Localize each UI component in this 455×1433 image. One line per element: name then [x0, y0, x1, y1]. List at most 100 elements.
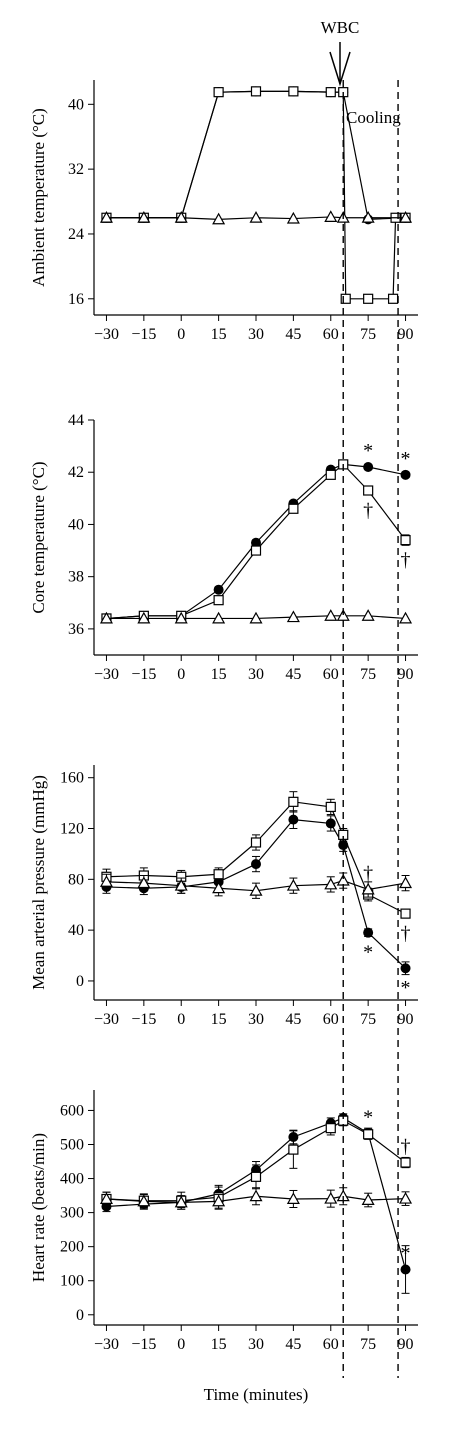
- significance-star: *: [401, 1242, 411, 1264]
- point-triangle: [137, 611, 151, 624]
- series-line: [106, 879, 406, 892]
- point-triangle: [324, 210, 338, 222]
- significance-dagger: †: [401, 923, 411, 945]
- x-tick-label: −15: [131, 1336, 156, 1353]
- x-tick-label: −30: [94, 326, 119, 343]
- x-tick-label: 90: [398, 1011, 414, 1028]
- point-triangle: [399, 611, 413, 624]
- point-triangle: [249, 211, 263, 223]
- point-square: [288, 86, 299, 97]
- point-square: [250, 545, 262, 556]
- cooling-label: Cooling: [346, 108, 401, 127]
- series-line: [106, 1119, 406, 1202]
- point-triangle: [324, 877, 338, 890]
- x-tick-label: 45: [285, 1336, 301, 1353]
- x-tick-label: 30: [248, 326, 264, 343]
- point-triangle: [399, 876, 413, 889]
- point-triangle: [361, 882, 375, 895]
- series-open-triangle: [99, 1187, 413, 1210]
- significance-dagger: †: [363, 500, 373, 522]
- y-tick-label: 200: [60, 1239, 84, 1256]
- point-triangle: [249, 884, 263, 896]
- x-tick-label: 15: [211, 326, 227, 343]
- point-triangle: [361, 211, 375, 223]
- y-axis-title: Ambient temperature (°C): [29, 108, 48, 287]
- series-open-square: [101, 791, 411, 919]
- x-tick-label: 15: [211, 1336, 227, 1353]
- y-tick-label: 300: [60, 1205, 84, 1222]
- x-tick-label: 0: [177, 1336, 185, 1353]
- series-open-triangle: [99, 872, 413, 899]
- point-triangle: [286, 610, 300, 623]
- point-circle: [288, 814, 299, 825]
- significance-star: *: [363, 942, 373, 964]
- y-tick-label: 40: [68, 516, 84, 533]
- point-square: [363, 485, 374, 496]
- x-tick-label: −15: [131, 666, 156, 683]
- y-tick-label: 36: [68, 621, 84, 638]
- x-tick-label: 90: [398, 326, 414, 343]
- x-tick-label: 30: [248, 666, 264, 683]
- x-tick-label: 90: [398, 1336, 414, 1353]
- point-square: [288, 796, 299, 807]
- point-circle: [363, 462, 374, 472]
- y-tick-label: 16: [68, 291, 84, 308]
- y-axis-title: Core temperature (°C): [29, 461, 48, 613]
- y-tick-label: 24: [68, 226, 84, 243]
- y-tick-label: 40: [68, 96, 84, 113]
- x-tick-label: 60: [323, 326, 339, 343]
- point-square: [363, 293, 374, 304]
- y-tick-label: 0: [76, 973, 84, 990]
- point-square: [400, 908, 411, 919]
- point-triangle: [174, 1195, 188, 1208]
- point-square: [213, 595, 224, 606]
- point-square: [340, 293, 351, 304]
- point-triangle: [174, 611, 188, 624]
- significance-star: *: [363, 1106, 373, 1128]
- wbc-label: WBC: [321, 18, 360, 37]
- point-triangle: [212, 611, 226, 624]
- point-square: [213, 869, 224, 880]
- point-triangle: [286, 211, 300, 224]
- y-tick-label: 44: [68, 412, 84, 429]
- point-square: [325, 801, 336, 813]
- x-tick-label: 75: [360, 326, 376, 343]
- x-tick-label: 60: [323, 666, 339, 683]
- point-triangle: [174, 878, 188, 891]
- point-circle: [400, 963, 411, 974]
- x-tick-label: 0: [177, 666, 185, 683]
- significance-dagger: †: [363, 862, 373, 884]
- wbc-arrow-head: [329, 51, 351, 87]
- point-square: [363, 1129, 374, 1140]
- significance-star: *: [401, 977, 411, 999]
- point-square: [387, 293, 399, 304]
- panel-3: 0 40 80 120 160 −30 −15 0 15 30 45 60 75 90 Mean arter…: [29, 765, 418, 1028]
- panel-4: 0 100 200 300 400 500 600 −30 −15 0 15 30 45 60 75 90 He…: [29, 1090, 418, 1353]
- x-tick-label: −30: [94, 1336, 119, 1353]
- y-tick-label: 100: [60, 1273, 84, 1290]
- y-tick-label: 38: [68, 569, 84, 586]
- y-tick-label: 80: [68, 871, 84, 888]
- x-tick-label: −15: [131, 326, 156, 343]
- y-tick-label: 40: [68, 922, 84, 939]
- point-triangle: [399, 1191, 413, 1204]
- y-tick-label: 160: [60, 770, 84, 787]
- x-tick-label: 75: [360, 1011, 376, 1028]
- panel-1: 16 24 32 40 −30 −15 0 15 30 45 60 75 90 Ambient tempe…: [29, 80, 418, 343]
- y-tick-label: 500: [60, 1136, 84, 1153]
- point-circle: [251, 859, 261, 870]
- x-tick-label: −30: [94, 666, 119, 683]
- point-circle: [400, 1264, 411, 1275]
- point-triangle: [212, 212, 226, 225]
- series-open-triangle: [99, 210, 413, 225]
- point-triangle: [137, 876, 151, 889]
- x-tick-label: 15: [211, 1011, 227, 1028]
- point-circle: [400, 469, 411, 480]
- x-tick-label: −15: [131, 1011, 156, 1028]
- point-triangle: [99, 1192, 113, 1204]
- point-triangle: [99, 875, 113, 887]
- point-square: [288, 1144, 299, 1155]
- point-triangle: [399, 211, 413, 223]
- point-triangle: [324, 1191, 338, 1204]
